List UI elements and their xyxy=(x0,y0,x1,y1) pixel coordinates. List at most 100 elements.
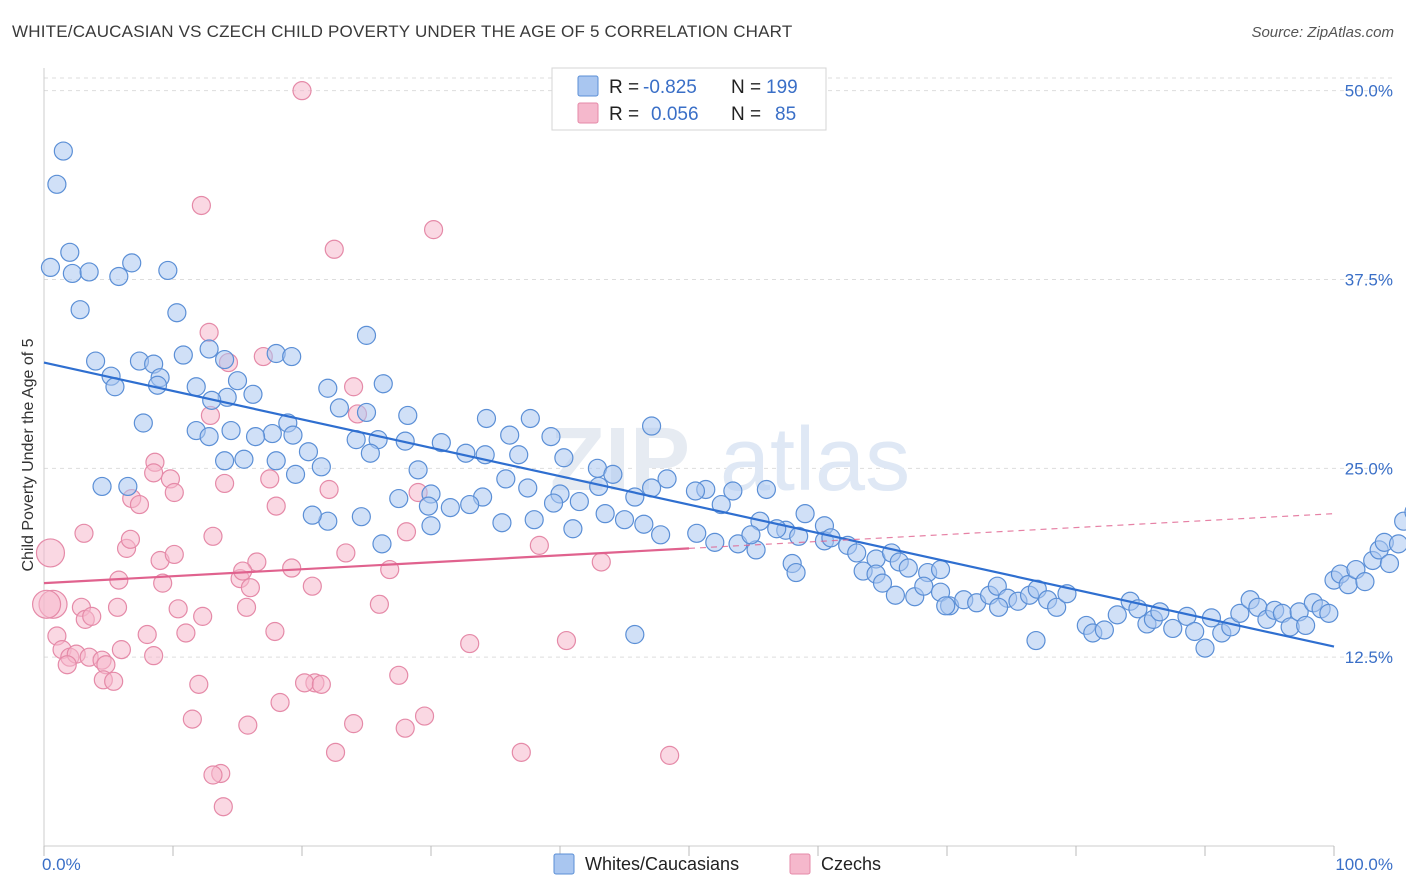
blue-trend-line xyxy=(43,361,1335,648)
blue-point-168 xyxy=(1319,603,1339,623)
blue-point-56 xyxy=(234,449,254,469)
pink-point-36 xyxy=(240,578,260,598)
pink-point-72 xyxy=(325,742,346,762)
blue-point-88 xyxy=(614,510,635,530)
blue-point-127 xyxy=(914,576,934,596)
blue-point-150 xyxy=(1163,618,1183,639)
blue-point-5 xyxy=(79,262,99,282)
pink-point-45 xyxy=(193,606,213,626)
pink-point-58 xyxy=(294,673,315,693)
pink-point-13 xyxy=(164,482,184,503)
pink-trend-extension xyxy=(688,513,1335,549)
blue-point-27 xyxy=(243,384,263,404)
blue-point-86 xyxy=(569,491,589,512)
pink-point-2 xyxy=(423,220,444,240)
blue-point-177 xyxy=(1379,553,1400,574)
blue-point-55 xyxy=(215,451,235,471)
y-tick-label-2: 37.5% xyxy=(1345,270,1393,289)
pink-point-37 xyxy=(302,576,322,596)
blue-point-52 xyxy=(360,443,380,463)
pink-point-15 xyxy=(319,479,339,500)
blue-point-87 xyxy=(595,504,615,524)
blue-point-95 xyxy=(421,516,441,536)
top-legend: R = -0.825 N = 199 R = 0.056 N = 85 xyxy=(551,67,827,131)
blue-point-4 xyxy=(62,263,82,284)
legend-n-value-0: 199 xyxy=(766,77,798,98)
blue-point-77 xyxy=(496,469,516,489)
bottom-legend-label-whites: Whites/Caucasians xyxy=(585,854,739,874)
blue-point-116 xyxy=(898,558,918,578)
whites-points xyxy=(40,141,1406,658)
pink-point-74 xyxy=(660,745,680,765)
blue-point-38 xyxy=(133,413,153,433)
blue-point-69 xyxy=(723,481,743,501)
blue-point-41 xyxy=(199,427,219,447)
blue-point-62 xyxy=(554,448,574,468)
blue-point-18 xyxy=(282,346,302,367)
blue-point-96 xyxy=(351,507,371,527)
blue-point-144 xyxy=(1107,605,1127,625)
x-tick-label-1: 100.0% xyxy=(1335,855,1393,874)
blue-point-173 xyxy=(1355,572,1375,592)
pink-point-7 xyxy=(344,377,364,397)
y-tick-label-0: 12.5% xyxy=(1345,648,1393,667)
blue-point-121 xyxy=(786,562,806,583)
pink-point-79 xyxy=(57,655,77,675)
legend-swatch-blue xyxy=(577,75,599,97)
blue-point-103 xyxy=(705,532,725,552)
blue-point-35 xyxy=(476,408,497,429)
blue-point-179 xyxy=(1394,511,1406,531)
blue-point-102 xyxy=(687,523,707,543)
pink-point-69 xyxy=(344,714,364,734)
blue-point-119 xyxy=(741,525,761,545)
x-tick-label-0: 0.0% xyxy=(42,855,81,874)
blue-point-47 xyxy=(431,433,451,453)
blue-point-153 xyxy=(1195,638,1215,658)
pink-point-76 xyxy=(203,765,223,785)
legend-r-value-0: -0.825 xyxy=(643,77,697,98)
blue-point-1 xyxy=(47,174,67,194)
blue-point-40 xyxy=(283,425,303,445)
blue-point-6 xyxy=(109,266,129,287)
pink-trend-line xyxy=(43,547,690,585)
pink-point-82 xyxy=(137,624,157,645)
pink-point-1 xyxy=(191,195,211,216)
blue-point-58 xyxy=(408,460,428,480)
pink-point-23 xyxy=(164,544,184,565)
watermark-atlas: atlas xyxy=(720,410,910,510)
blue-point-8 xyxy=(158,260,178,281)
pink-point-71 xyxy=(414,706,435,726)
pink-point-80 xyxy=(215,473,235,494)
blue-point-185 xyxy=(988,597,1009,617)
pink-point-18 xyxy=(129,494,150,515)
pink-point-70 xyxy=(395,718,415,738)
blue-point-70 xyxy=(756,479,777,500)
pink-point-42 xyxy=(82,606,102,626)
blue-point-11 xyxy=(85,351,106,371)
blue-point-90 xyxy=(711,494,731,515)
blue-point-17 xyxy=(266,343,286,364)
pink-point-68 xyxy=(238,715,258,735)
czechs-points xyxy=(31,81,680,817)
blue-point-143 xyxy=(1094,620,1114,640)
legend-n-label-0: N = xyxy=(731,77,761,98)
blue-point-92 xyxy=(795,504,815,524)
pink-point-28 xyxy=(396,522,417,542)
blue-point-78 xyxy=(92,476,112,497)
pink-point-83 xyxy=(111,640,132,660)
blue-point-29 xyxy=(318,378,338,398)
blue-point-85 xyxy=(543,493,564,513)
blue-point-83 xyxy=(440,498,460,518)
blue-point-53 xyxy=(311,457,331,477)
blue-point-125 xyxy=(885,585,906,605)
blue-point-51 xyxy=(298,442,319,462)
pink-point-66 xyxy=(270,692,290,713)
pink-point-78 xyxy=(31,589,62,619)
blue-point-71 xyxy=(389,488,409,509)
pink-point-77 xyxy=(213,797,233,817)
blue-point-9 xyxy=(70,300,90,320)
legend-r-value-1: 0.056 xyxy=(651,104,699,125)
trend-lines xyxy=(43,361,1335,648)
blue-point-10 xyxy=(167,303,187,323)
